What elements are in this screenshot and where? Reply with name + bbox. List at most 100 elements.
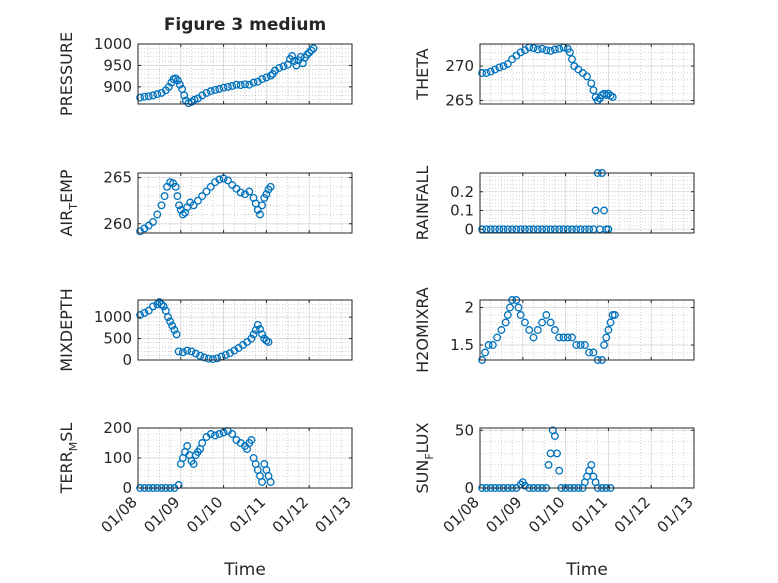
data-point	[245, 187, 254, 196]
subplot-h2omixra: 1.5 2 H2OMIXRA	[413, 287, 695, 373]
data-point	[589, 86, 598, 95]
subplot-terr-msl: 0 100 200 01/08 01/09 01/10 01/11 01/12 01/13 TER…	[57, 419, 355, 536]
data-point	[290, 57, 299, 66]
data-point	[198, 192, 207, 201]
data-point	[602, 333, 611, 342]
data-point	[251, 326, 260, 334]
data-point	[550, 432, 559, 441]
y-tick-label: 260	[103, 215, 132, 233]
data-point	[211, 431, 219, 440]
data-point	[520, 481, 529, 490]
data-point	[499, 62, 508, 71]
data-point	[221, 350, 230, 359]
data-point	[175, 201, 184, 210]
data-point	[258, 201, 267, 210]
data-point	[516, 48, 525, 57]
data-point	[525, 326, 534, 334]
data-point	[206, 87, 215, 96]
x-tick-label: 01/08	[440, 493, 483, 536]
data-point	[159, 302, 168, 311]
y-tick-label: 270	[445, 57, 474, 75]
data-point	[288, 52, 297, 60]
data-point	[503, 60, 512, 68]
data-point	[183, 442, 192, 450]
data-point	[486, 67, 495, 76]
x-tick-label: 01/10	[183, 493, 226, 536]
subplot-sun-flux: 0 50 01/08 01/09 01/10 01/11 01/12 01/13 SUNFLUX	[413, 421, 697, 536]
y-tick-label: 0	[464, 479, 474, 497]
data-point	[198, 91, 207, 100]
data-point	[153, 210, 162, 219]
data-point	[144, 306, 153, 315]
x-tick-label: 01/09	[140, 493, 183, 536]
data-point	[533, 45, 542, 54]
data-point	[198, 439, 207, 447]
data-point	[491, 65, 499, 74]
data-point	[241, 80, 249, 89]
data-point	[213, 354, 222, 363]
data-point	[189, 201, 198, 210]
x-tick-label: 01/08	[98, 493, 141, 536]
data-point	[279, 62, 288, 71]
subplot-theta: 265 270 THETA	[413, 43, 695, 110]
x-tick-label: 01/10	[525, 493, 568, 536]
data-point	[173, 192, 182, 201]
data-point	[576, 341, 585, 349]
x-tick-label: 01/09	[482, 493, 525, 536]
x-tick-label: 01/13	[654, 493, 697, 536]
data-point	[555, 333, 564, 342]
x-tick-label: 01/12	[611, 493, 654, 536]
data-point	[247, 436, 256, 444]
data-point	[174, 347, 183, 356]
data-point	[482, 69, 491, 77]
y-tick-label: 0.1	[450, 202, 474, 220]
axes-box-air-temp	[137, 172, 353, 234]
data-point	[266, 182, 275, 191]
data-point	[157, 300, 166, 309]
y-axis-label-mixdepth: MIXDEPTH	[57, 288, 76, 371]
y-tick-label: 0	[122, 351, 132, 369]
data-point	[587, 460, 596, 469]
data-point	[529, 44, 538, 53]
y-axis-label-terr-msl: TERRMSL	[57, 423, 80, 495]
data-point	[215, 175, 224, 184]
data-point	[550, 326, 559, 334]
data-point	[514, 303, 523, 312]
data-point	[258, 478, 267, 486]
data-point	[206, 182, 215, 191]
y-tick-label: 1000	[94, 308, 132, 326]
data-point	[226, 349, 234, 358]
data-point	[193, 196, 202, 205]
data-point	[140, 92, 149, 101]
data-point	[493, 333, 502, 342]
data-point	[303, 50, 312, 59]
data-point	[568, 333, 576, 342]
data-point	[172, 330, 181, 339]
data-point	[171, 74, 180, 83]
data-point	[196, 351, 205, 360]
data-point	[144, 92, 153, 101]
data-point	[155, 298, 164, 307]
data-point	[604, 326, 613, 334]
data-point	[215, 430, 224, 438]
data-point	[249, 78, 258, 87]
data-point	[258, 330, 267, 339]
data-point	[568, 55, 576, 64]
data-point	[583, 72, 591, 81]
data-point	[206, 430, 215, 438]
data-point	[309, 44, 318, 53]
data-point	[275, 64, 284, 72]
data-point	[555, 44, 564, 53]
data-point	[258, 75, 267, 84]
data-point	[202, 187, 211, 196]
data-point	[565, 48, 574, 57]
data-point	[211, 85, 219, 94]
data-point	[542, 46, 551, 55]
y-tick-label: 1.5	[450, 336, 474, 354]
data-point	[563, 333, 572, 342]
subplot-mixdepth: 0 500 1000 MIXDEPTH	[57, 288, 353, 372]
data-point	[600, 341, 609, 349]
data-point	[538, 318, 547, 327]
data-point	[219, 83, 228, 92]
data-point	[202, 88, 211, 97]
